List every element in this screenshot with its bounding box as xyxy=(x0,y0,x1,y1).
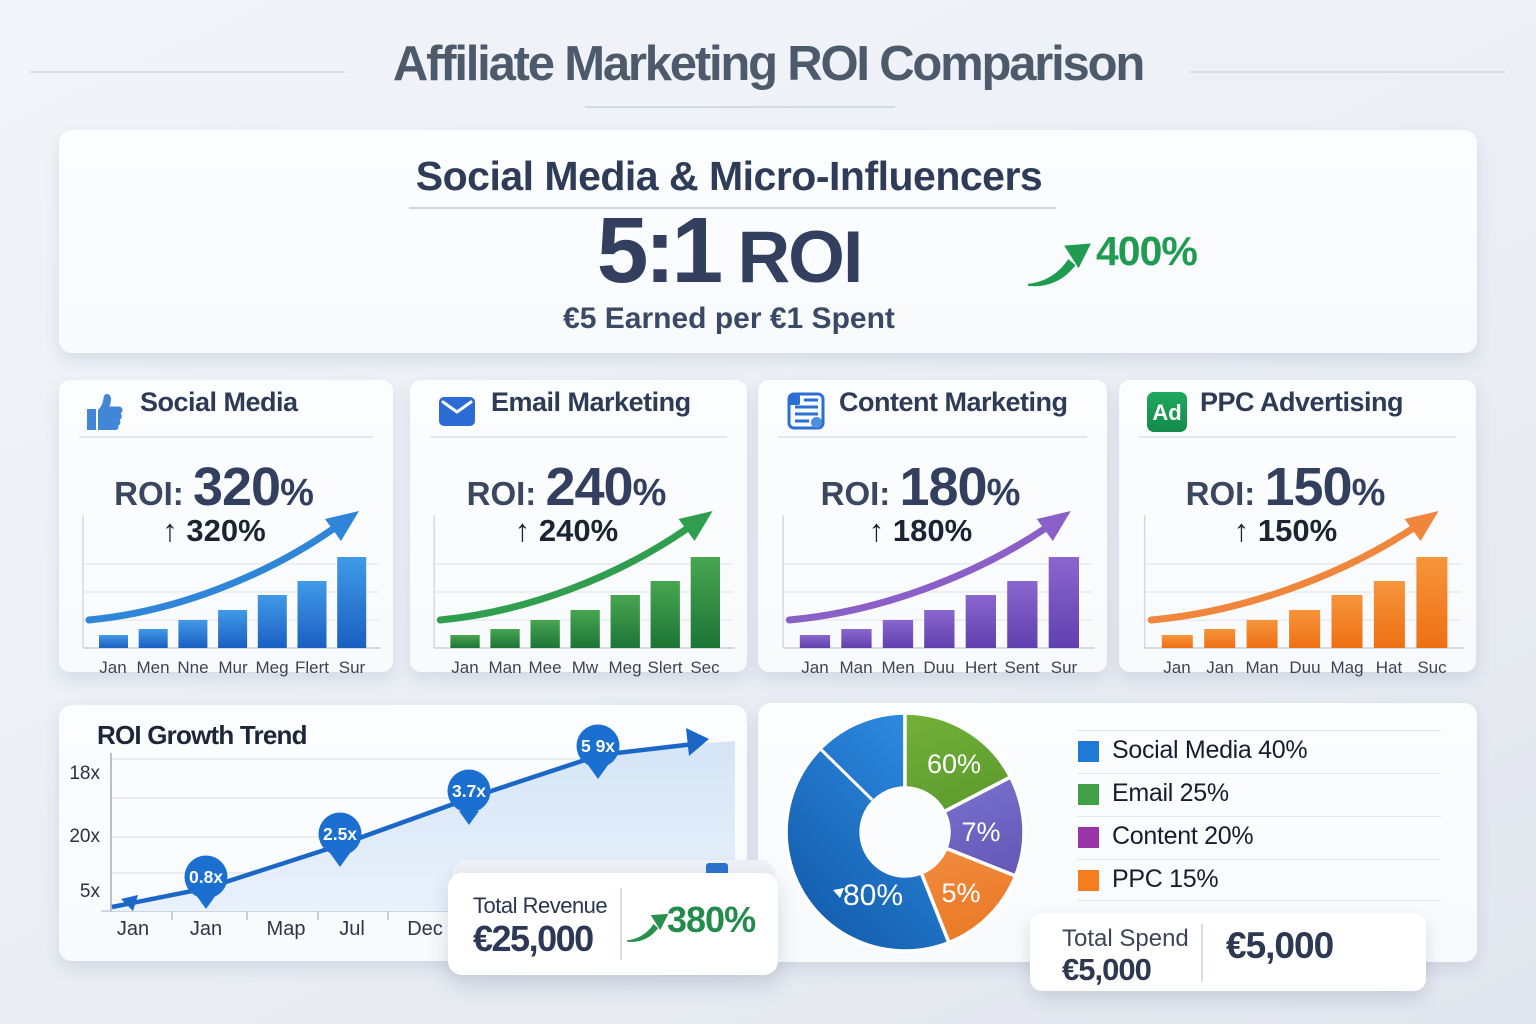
svg-text:7%: 7% xyxy=(961,817,1000,847)
svg-text:80%: 80% xyxy=(843,879,903,912)
svg-text:5 9x: 5 9x xyxy=(581,736,615,756)
svg-text:3.7x: 3.7x xyxy=(452,781,486,801)
svg-text:0.8x: 0.8x xyxy=(189,867,223,887)
svg-text:60%: 60% xyxy=(927,749,981,779)
svg-text:Ad: Ad xyxy=(1152,400,1181,425)
svg-text:5%: 5% xyxy=(941,878,980,908)
svg-text:2.5x: 2.5x xyxy=(323,824,357,844)
